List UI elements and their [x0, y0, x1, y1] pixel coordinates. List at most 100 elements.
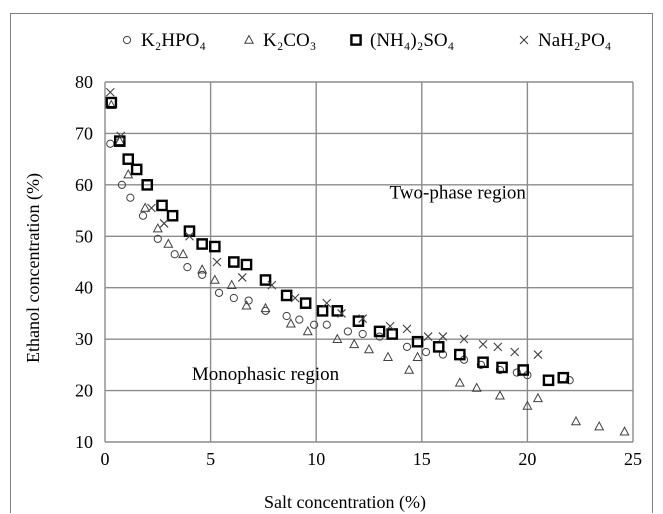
chart-frame: K₂HPO₄ K₂CO₃ (NH₄)₂SO₄ NaH₂PO₄ 10 20 30 40 50 60…	[10, 13, 653, 513]
point-triangle-18	[404, 364, 415, 374]
point-circle-5	[170, 250, 179, 259]
point-square-22	[454, 348, 466, 361]
point-x-19	[510, 347, 520, 357]
point-circle-15	[322, 320, 331, 329]
point-circle-13	[295, 315, 304, 324]
point-x-18	[493, 342, 503, 352]
point-square-8	[196, 238, 208, 250]
scatter-chart: K₂HPO₄ K₂CO₃ (NH₄)₂SO₄ NaH₂PO₄ 102030405060…	[23, 30, 642, 513]
y-tick-label: 20	[75, 381, 93, 401]
point-triangle-17	[382, 351, 394, 361]
point-x-6	[237, 273, 247, 282]
point-x-1	[116, 131, 126, 141]
point-triangle-3	[140, 202, 151, 212]
point-square-10	[228, 256, 240, 268]
point-x-4	[185, 231, 194, 241]
point-square-24	[496, 361, 508, 374]
point-triangle-26	[594, 421, 605, 431]
x-tick-label: 10	[307, 449, 325, 469]
x-tick-label: 15	[413, 449, 431, 469]
tick-labels: 10 20 30 40 50 60 70 80 0 5 10 15 20 25	[75, 72, 642, 469]
point-triangle-15	[349, 338, 360, 349]
point-triangle-9	[226, 279, 237, 289]
point-square-17	[352, 315, 365, 327]
point-circle-27	[565, 376, 574, 385]
data-points	[105, 87, 630, 436]
point-triangle-7	[197, 264, 208, 274]
point-square-20	[411, 335, 424, 348]
point-circle-17	[358, 329, 367, 339]
point-triangle-16	[363, 343, 375, 354]
point-x-12	[385, 321, 395, 331]
y-axis-label: Ethanol concentration (%)	[23, 173, 44, 363]
point-square-4	[141, 179, 154, 191]
point-x-16	[459, 334, 469, 344]
point-circle-3	[138, 211, 148, 220]
point-square-19	[386, 328, 399, 340]
legend-label: K₂CO₃	[263, 30, 316, 51]
point-square-18	[373, 325, 386, 338]
point-circle-10	[244, 296, 253, 305]
annotation-two-phase-region: Two-phase region	[390, 183, 527, 204]
point-triangle-13	[302, 325, 313, 336]
y-tick-label: 70	[75, 123, 93, 143]
legend-marker-x	[519, 35, 529, 45]
point-x-8	[290, 293, 300, 303]
point-square-14	[299, 297, 312, 309]
y-tick-label: 10	[75, 432, 93, 452]
y-tick-label: 50	[75, 226, 93, 246]
point-triangle-6	[178, 248, 189, 259]
point-triangle-23	[522, 400, 533, 410]
point-circle-1	[117, 180, 126, 189]
point-circle-19	[402, 342, 412, 351]
point-square-2	[122, 153, 135, 165]
legend-item: K₂CO₃	[243, 30, 316, 51]
point-square-11	[240, 258, 253, 271]
x-axis-label: Salt concentration (%)	[264, 492, 426, 513]
point-square-9	[209, 240, 221, 253]
point-square-12	[259, 274, 272, 286]
point-circle-8	[214, 288, 224, 297]
point-x-11	[358, 314, 368, 323]
point-square-3	[130, 163, 143, 176]
legend-item: K₂HPO₄	[122, 30, 206, 51]
point-x-15	[438, 332, 448, 341]
legend-item: NaH₂PO₄	[519, 30, 611, 51]
point-circle-25	[512, 368, 521, 377]
point-triangle-22	[494, 390, 505, 400]
point-x-7	[267, 280, 277, 290]
x-tick-label: 25	[624, 449, 642, 469]
gridlines	[104, 81, 634, 443]
x-tick-label: 0	[101, 449, 110, 469]
point-triangle-8	[209, 274, 220, 284]
point-square-6	[166, 209, 179, 222]
x-tick-label: 5	[206, 449, 215, 469]
point-x-2	[147, 203, 156, 213]
legend-label: (NH₄)₂SO₄	[370, 30, 454, 51]
legend-marker-square	[350, 34, 362, 46]
point-square-16	[331, 305, 344, 317]
point-square-0	[105, 96, 118, 109]
point-x-3	[159, 219, 169, 228]
legend: K₂HPO₄ K₂CO₃ (NH₄)₂SO₄ NaH₂PO₄	[122, 30, 611, 51]
point-triangle-27	[619, 426, 630, 436]
point-x-5	[212, 257, 222, 267]
point-square-13	[280, 289, 293, 302]
point-circle-0	[106, 139, 115, 148]
annotation-monophasic-region: Monophasic region	[192, 364, 340, 385]
legend-marker-triangle	[243, 34, 255, 44]
point-circle-4	[153, 234, 162, 243]
point-triangle-21	[471, 382, 482, 392]
y-tick-label: 30	[75, 329, 93, 349]
point-square-26	[542, 374, 555, 387]
y-tick-label: 60	[75, 175, 93, 195]
point-triangle-24	[532, 392, 543, 403]
point-x-0	[105, 87, 115, 97]
point-square-25	[517, 364, 529, 376]
point-x-17	[478, 339, 488, 349]
point-circle-9	[229, 293, 238, 303]
y-tick-label: 80	[75, 72, 93, 92]
point-circle-7	[198, 270, 207, 279]
point-x-9	[322, 298, 332, 308]
y-tick-label: 40	[75, 278, 93, 298]
